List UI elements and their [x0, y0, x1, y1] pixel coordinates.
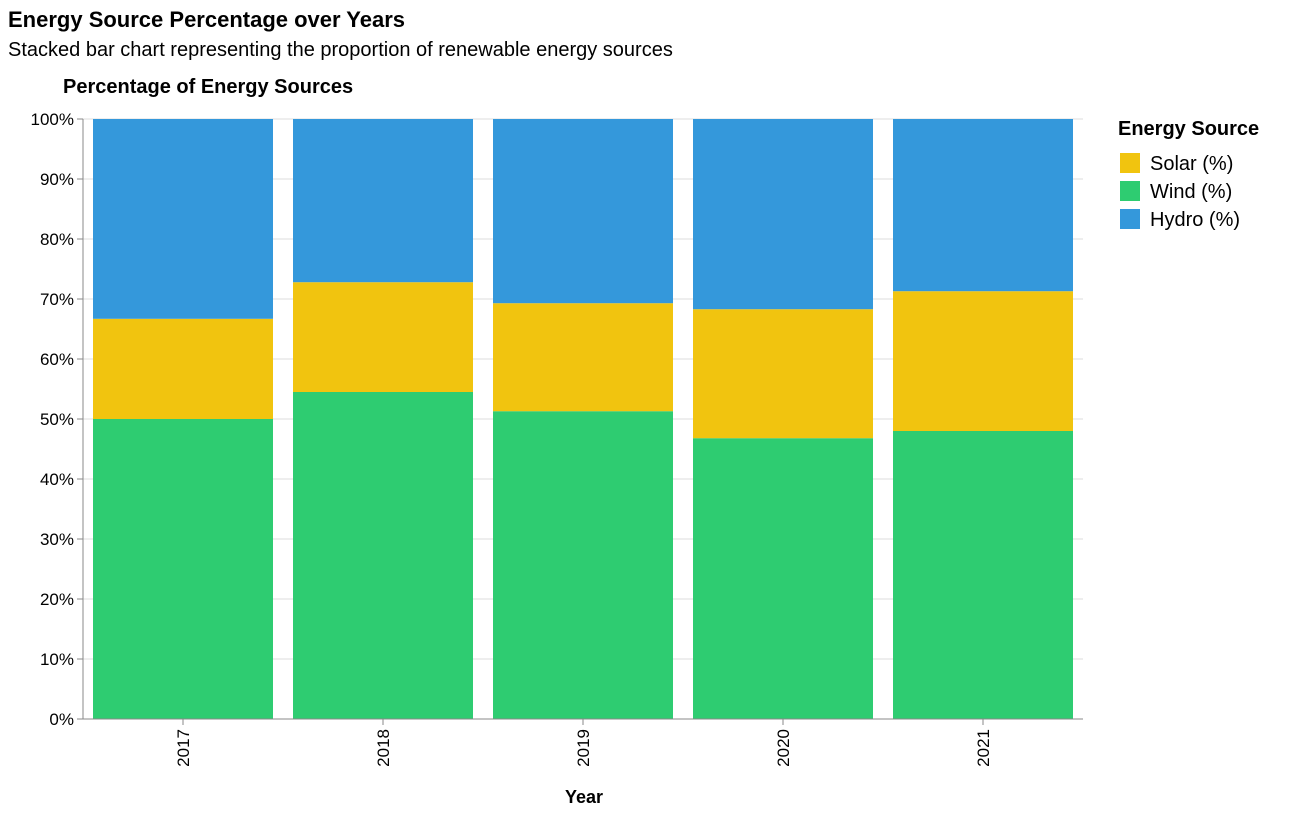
x-tick-label: 2017	[174, 729, 193, 767]
y-tick-label: 90%	[40, 170, 74, 189]
y-tick-label: 40%	[40, 470, 74, 489]
bar-segment	[93, 119, 273, 319]
legend-label: Wind (%)	[1150, 181, 1232, 203]
bar-segment	[493, 303, 673, 412]
y-tick-label: 10%	[40, 650, 74, 669]
page-subtitle: Stacked bar chart representing the propo…	[8, 39, 673, 61]
y-tick-label: 30%	[40, 530, 74, 549]
x-tick-label: 2020	[774, 729, 793, 767]
axes: 0% 10% 20% 30% 40% 50% 60% 70% 80% 90% 100% 2017 201…	[31, 110, 1083, 767]
bar-segment	[693, 119, 873, 310]
bar-segment	[293, 119, 473, 283]
legend-swatch	[1120, 181, 1140, 201]
y-tick-label: 100%	[31, 110, 74, 129]
bar-segment	[493, 119, 673, 304]
bar-segment	[893, 431, 1073, 719]
legend-swatch	[1120, 209, 1140, 229]
x-axis-label: Year	[565, 787, 603, 807]
bar-segment	[693, 309, 873, 439]
chart-title: Percentage of Energy Sources	[63, 76, 353, 98]
legend: Solar (%) Wind (%) Hydro (%)	[1120, 153, 1240, 231]
bar-segment	[893, 119, 1073, 292]
page-title: Energy Source Percentage over Years	[8, 7, 406, 32]
y-tick-label: 50%	[40, 410, 74, 429]
x-tick-label: 2019	[574, 729, 593, 767]
bar-segment	[293, 282, 473, 392]
y-tick-label: 70%	[40, 290, 74, 309]
bar-segment	[293, 392, 473, 719]
y-tick-label: 20%	[40, 590, 74, 609]
y-tick-label: 60%	[40, 350, 74, 369]
x-tick-label: 2018	[374, 729, 393, 767]
bar-segment	[93, 419, 273, 719]
bar-segment	[493, 411, 673, 719]
bar-segment	[93, 318, 273, 419]
bars	[93, 119, 1073, 719]
bar-segment	[693, 438, 873, 719]
legend-swatch	[1120, 153, 1140, 173]
y-tick-label: 0%	[49, 710, 74, 729]
legend-label: Hydro (%)	[1150, 209, 1240, 231]
legend-label: Solar (%)	[1150, 153, 1233, 175]
bar-segment	[893, 291, 1073, 431]
legend-title: Energy Source	[1118, 118, 1259, 140]
x-tick-label: 2021	[974, 729, 993, 767]
y-tick-label: 80%	[40, 230, 74, 249]
